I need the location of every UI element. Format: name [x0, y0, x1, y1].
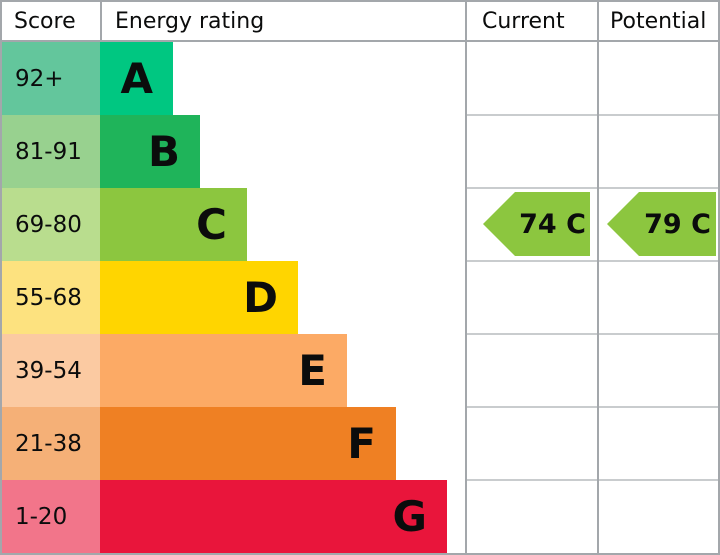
band-score-range-a: 92+: [2, 42, 100, 115]
band-score-range-e: 39-54: [2, 334, 100, 407]
current-rating-value: 74 C: [519, 208, 586, 240]
band-row-g: 1-20 G: [2, 480, 718, 553]
column-header-score: Score: [2, 2, 102, 40]
column-header-energy-rating: Energy rating: [115, 8, 265, 34]
band-row-d: 55-68 D: [2, 261, 718, 334]
row-divider: [465, 187, 718, 189]
band-bar-d: D: [100, 261, 298, 334]
band-row-f: 21-38 F: [2, 407, 718, 480]
band-score-range-c: 69-80: [2, 188, 100, 261]
column-header-current: Current: [482, 8, 565, 34]
band-bar-c: C: [100, 188, 247, 261]
potential-rating-value: 79 C: [644, 208, 711, 240]
energy-bands: 92+ A 81-91 B 69-80 C 55-68 D 39-54 E 21-38 F 1-20 G: [2, 42, 718, 553]
band-row-e: 39-54 E: [2, 334, 718, 407]
band-row-c: 69-80 C: [2, 188, 718, 261]
row-divider: [465, 333, 718, 335]
band-score-range-b: 81-91: [2, 115, 100, 188]
band-bar-f: F: [100, 407, 396, 480]
row-divider: [465, 479, 718, 481]
band-bar-b: B: [100, 115, 200, 188]
row-divider: [465, 114, 718, 116]
band-bar-a: A: [100, 42, 173, 115]
band-row-b: 81-91 B: [2, 115, 718, 188]
band-bar-g: G: [100, 480, 447, 553]
row-divider: [465, 260, 718, 262]
column-header-potential: Potential: [610, 8, 707, 34]
row-divider: [465, 406, 718, 408]
band-score-range-d: 55-68: [2, 261, 100, 334]
column-divider-potential: [597, 2, 599, 553]
band-row-a: 92+ A: [2, 42, 718, 115]
band-score-range-f: 21-38: [2, 407, 100, 480]
band-bar-e: E: [100, 334, 347, 407]
table-header: Score Energy rating Current Potential: [2, 2, 718, 42]
column-divider-current: [465, 2, 467, 553]
band-score-range-g: 1-20: [2, 480, 100, 553]
